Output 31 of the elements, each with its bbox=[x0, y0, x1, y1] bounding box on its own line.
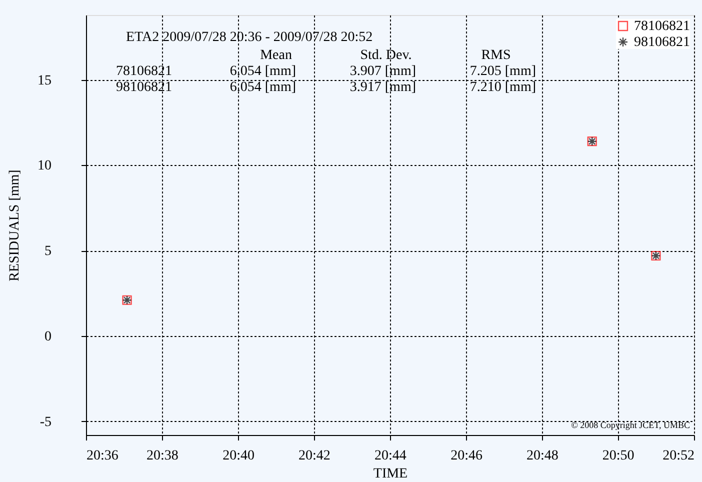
y-axis-title: RESIDUALS [mm] bbox=[8, 170, 22, 282]
annotation: © 2008 Copyright JCET, UMBC bbox=[571, 420, 690, 430]
annotation: 7.210 [mm] bbox=[470, 80, 536, 95]
annotation: 3.917 [mm] bbox=[350, 80, 416, 95]
annotation: 6.054 [mm] bbox=[230, 64, 296, 79]
annotation: 3.907 [mm] bbox=[350, 64, 416, 79]
legend-label: 98106821 bbox=[634, 35, 690, 50]
x-tick-label: 20:46 bbox=[450, 448, 482, 464]
y-tick-label: 0 bbox=[44, 329, 52, 344]
x-tick-label: 20:44 bbox=[374, 448, 406, 464]
x-tick-label: 20:42 bbox=[298, 448, 330, 464]
annotation: 78106821 bbox=[116, 64, 172, 79]
annotation: Std. Dev. bbox=[360, 48, 412, 63]
annotation: ETA2 2009/07/28 20:36 - 2009/07/28 20:52 bbox=[126, 30, 373, 45]
x-tick-label: 20:38 bbox=[146, 448, 178, 464]
y-tick-label: 15 bbox=[38, 73, 52, 88]
legend-label: 78106821 bbox=[634, 19, 690, 34]
y-tick-label: 5 bbox=[44, 244, 52, 260]
annotation: RMS bbox=[481, 48, 511, 63]
x-tick-label: 20:52 bbox=[662, 448, 694, 464]
x-tick-label: 20:36 bbox=[86, 448, 118, 464]
x-tick-label: 20:48 bbox=[526, 448, 558, 464]
y-tick-label: 10 bbox=[38, 158, 52, 174]
annotation: 98106821 bbox=[116, 80, 172, 95]
x-tick-label: 20:50 bbox=[602, 448, 634, 464]
y-tick-label: -5 bbox=[40, 414, 52, 430]
x-axis-title: TIME bbox=[373, 466, 408, 482]
annotation: 7.205 [mm] bbox=[470, 64, 536, 79]
annotation: Mean bbox=[260, 48, 292, 63]
annotation: 6.054 [mm] bbox=[230, 80, 296, 95]
x-tick-label: 20:40 bbox=[222, 448, 254, 464]
